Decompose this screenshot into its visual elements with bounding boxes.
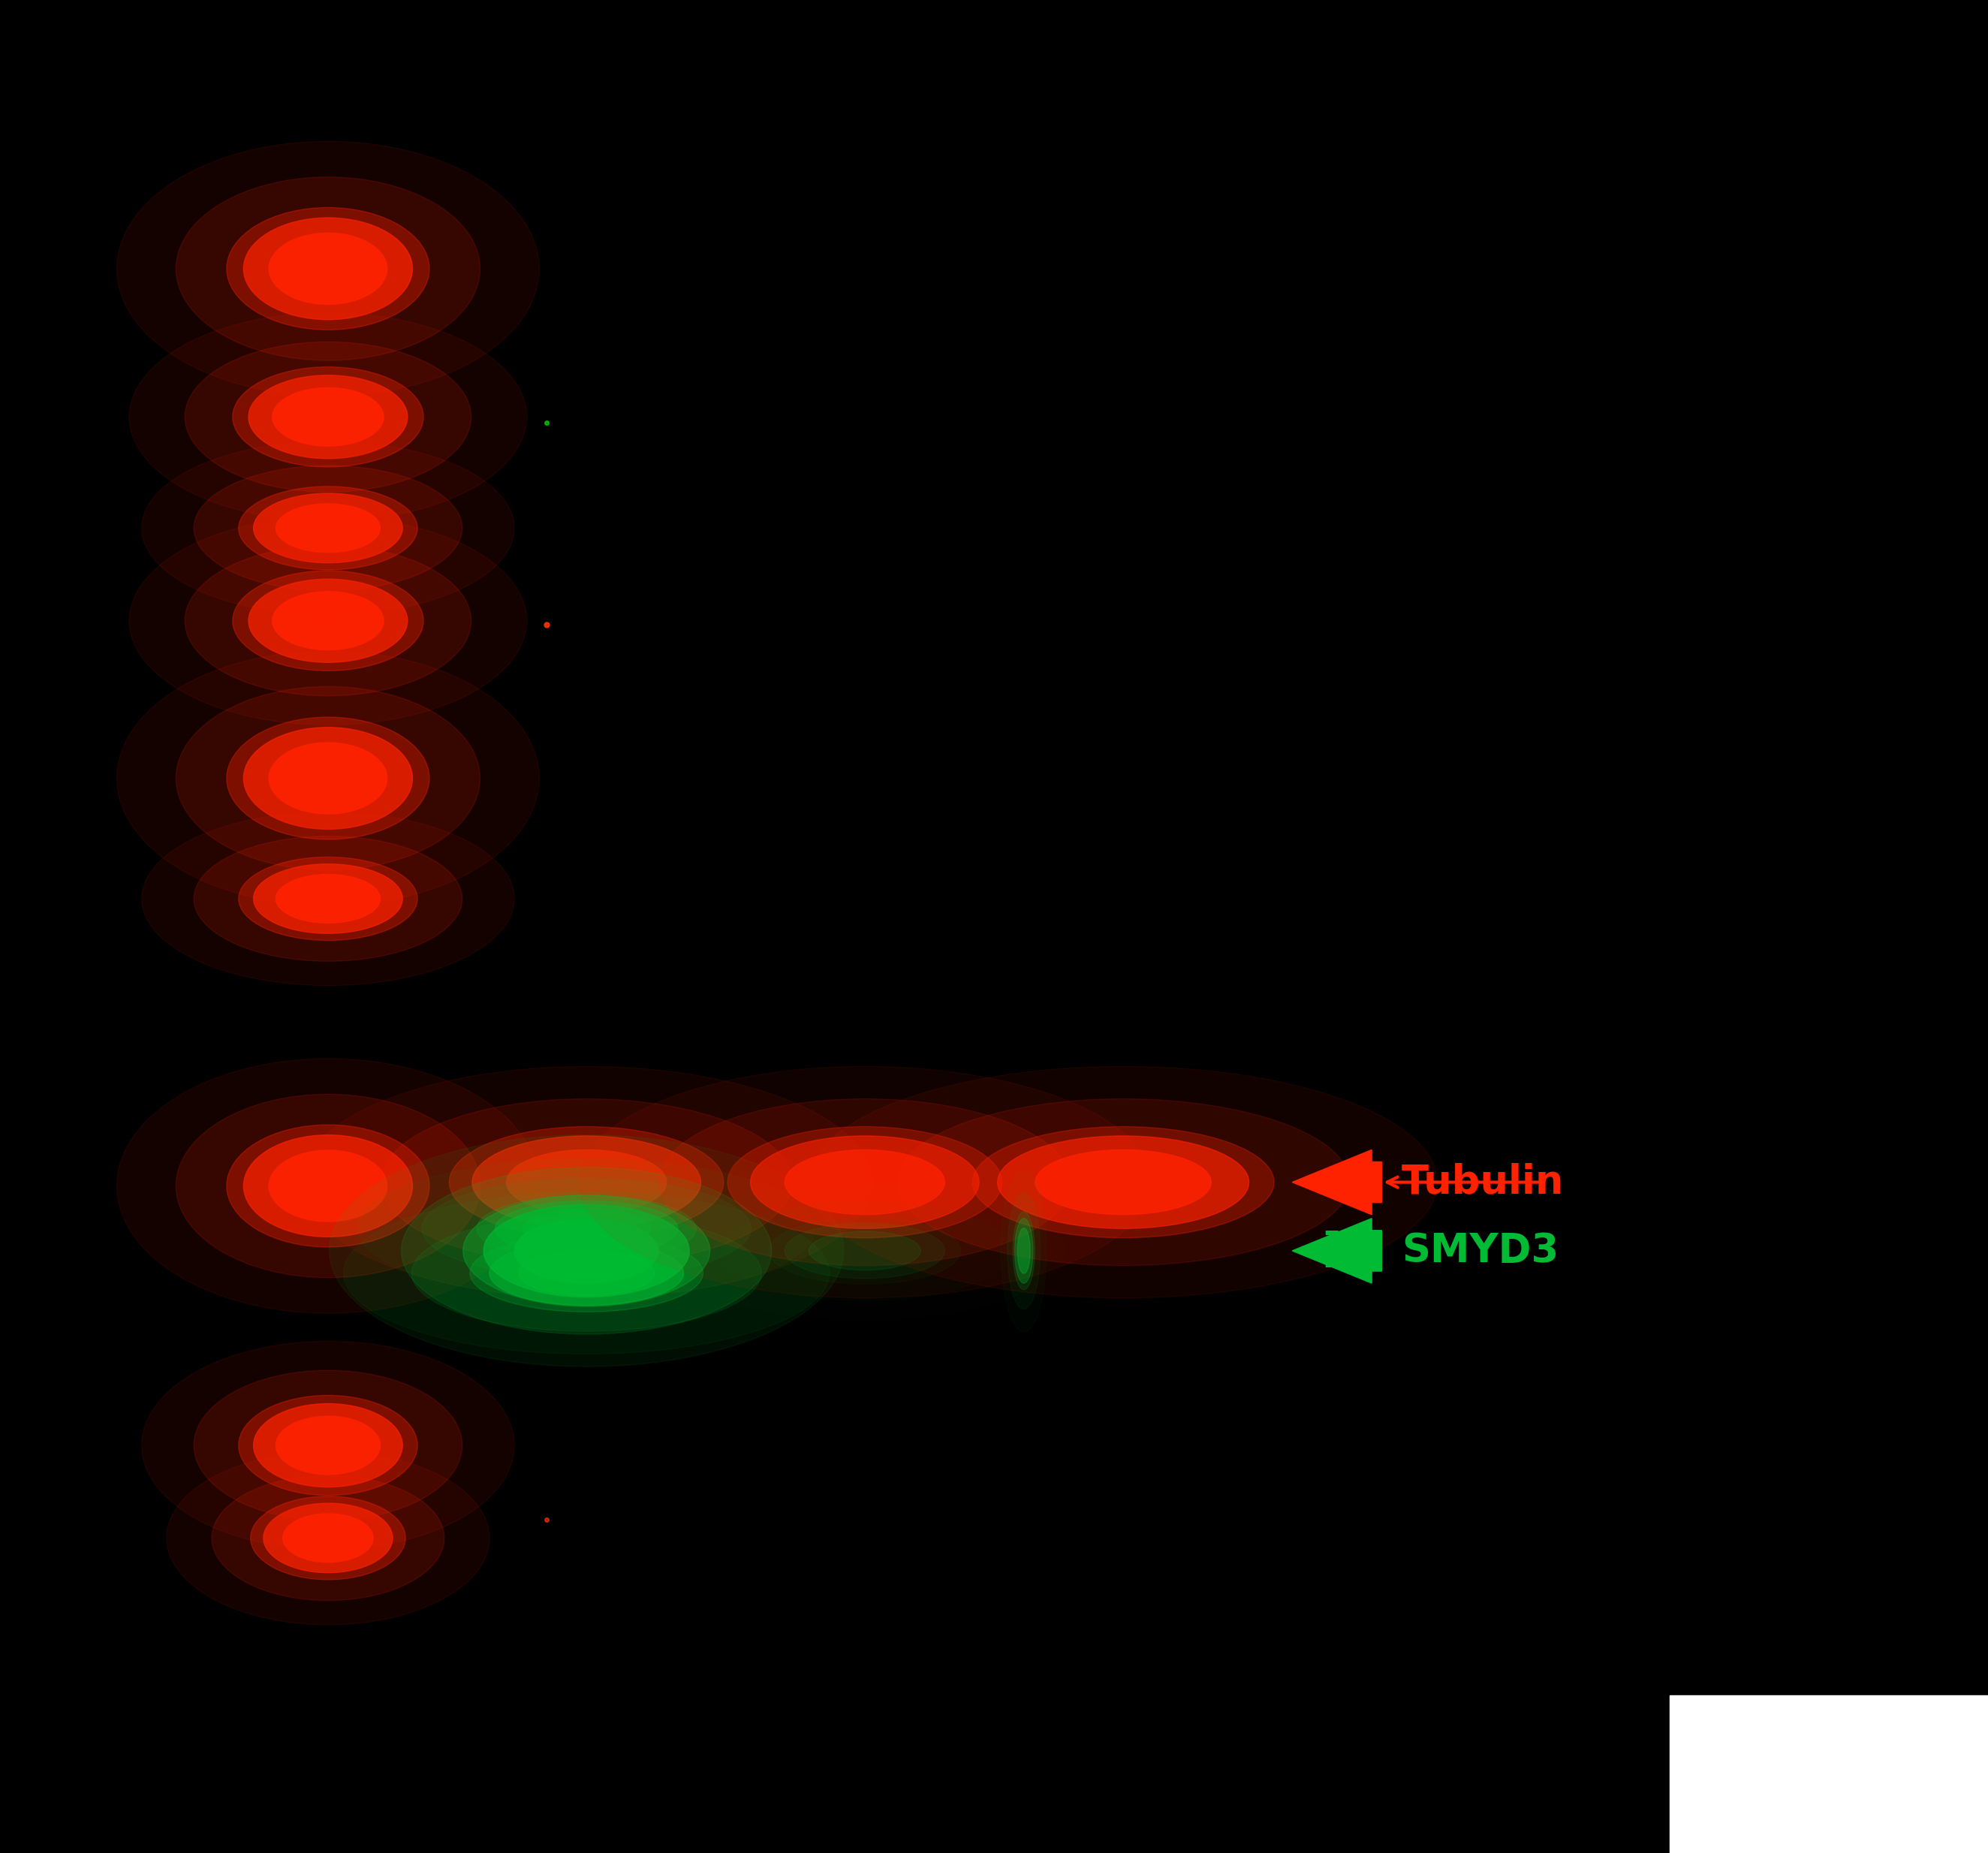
Ellipse shape [227,717,429,839]
Ellipse shape [175,686,481,869]
Ellipse shape [749,1136,978,1229]
Ellipse shape [276,875,380,923]
Ellipse shape [268,233,388,304]
Ellipse shape [1014,1219,1034,1284]
Ellipse shape [330,1134,843,1368]
Ellipse shape [141,1342,515,1549]
Ellipse shape [477,1195,696,1262]
Ellipse shape [227,208,429,330]
Ellipse shape [412,1216,761,1332]
Ellipse shape [449,1127,724,1238]
Ellipse shape [380,1099,791,1266]
Ellipse shape [785,1223,944,1279]
Ellipse shape [185,547,471,697]
Ellipse shape [250,1495,406,1579]
FancyArrow shape [1292,1149,1382,1216]
Ellipse shape [254,863,402,934]
Ellipse shape [254,1405,402,1486]
Ellipse shape [195,836,463,962]
Ellipse shape [1018,1229,1030,1273]
Ellipse shape [809,1067,1437,1297]
Ellipse shape [262,1503,394,1573]
Ellipse shape [129,517,527,725]
Ellipse shape [515,1219,658,1284]
Ellipse shape [344,1191,829,1355]
Ellipse shape [463,1195,710,1306]
Ellipse shape [658,1099,1070,1266]
Ellipse shape [211,1475,443,1601]
Ellipse shape [195,1371,463,1519]
Text: Tubulin: Tubulin [1402,1162,1565,1203]
Ellipse shape [141,441,515,615]
Ellipse shape [421,1179,751,1279]
Ellipse shape [254,493,402,563]
Ellipse shape [239,1395,417,1495]
Ellipse shape [195,465,463,591]
Ellipse shape [483,1204,690,1297]
Text: ]: ] [1322,1230,1342,1271]
Ellipse shape [1036,1149,1211,1216]
Ellipse shape [243,1134,414,1238]
Ellipse shape [233,571,423,671]
Ellipse shape [785,1149,944,1216]
Ellipse shape [233,367,423,467]
Ellipse shape [117,650,539,906]
Ellipse shape [469,1234,704,1312]
Ellipse shape [243,726,414,828]
Bar [1670,1695,1988,1853]
Ellipse shape [227,1125,429,1247]
Ellipse shape [141,812,515,986]
Ellipse shape [117,141,539,397]
Ellipse shape [243,219,414,321]
Ellipse shape [129,313,527,521]
Ellipse shape [167,1451,489,1625]
Ellipse shape [519,1251,654,1295]
Ellipse shape [489,1242,684,1306]
Ellipse shape [579,1067,1151,1297]
Ellipse shape [507,1149,666,1216]
Ellipse shape [175,1093,481,1279]
Ellipse shape [998,1136,1248,1229]
Ellipse shape [1012,1212,1036,1290]
Ellipse shape [175,178,481,361]
Ellipse shape [897,1099,1350,1266]
Ellipse shape [272,591,384,650]
Ellipse shape [272,387,384,447]
Ellipse shape [300,1067,873,1297]
Ellipse shape [728,1127,1002,1238]
Ellipse shape [282,1514,374,1562]
Ellipse shape [117,1058,539,1314]
Ellipse shape [402,1167,771,1334]
Ellipse shape [268,1151,388,1221]
Ellipse shape [239,856,417,941]
Ellipse shape [248,374,408,460]
Ellipse shape [276,504,380,552]
Ellipse shape [185,341,471,491]
Ellipse shape [495,1201,678,1256]
Ellipse shape [523,1210,650,1249]
Ellipse shape [239,485,417,571]
Ellipse shape [1008,1193,1040,1308]
Ellipse shape [248,578,408,663]
Ellipse shape [268,743,388,813]
Ellipse shape [809,1232,920,1271]
Text: SMYD3: SMYD3 [1402,1230,1559,1271]
FancyArrow shape [1292,1219,1382,1284]
Ellipse shape [972,1127,1274,1238]
Ellipse shape [473,1136,700,1229]
Ellipse shape [276,1416,380,1475]
